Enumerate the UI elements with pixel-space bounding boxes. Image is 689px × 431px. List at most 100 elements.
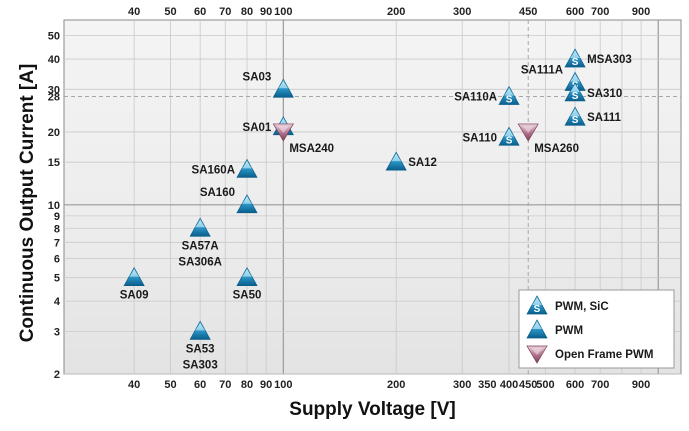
- data-point-label: SA110A: [454, 92, 497, 104]
- data-point-marker: S: [564, 48, 586, 68]
- data-labels: SA110A SA110 MSA303 SA111A SA310 SA111 SA01 SA0…: [120, 54, 632, 371]
- x-tick-label-top: 70: [219, 6, 231, 18]
- data-point-marker-highlight: [504, 129, 515, 137]
- y-tick-label: 6: [54, 254, 60, 266]
- data-point-label: SA03: [243, 71, 272, 83]
- data-point-label: MSA303: [587, 54, 632, 66]
- data-point-label: SA111: [587, 112, 621, 124]
- x-axis-title: Supply Voltage [V]: [289, 399, 455, 420]
- x-tick-label-bottom: 600: [566, 379, 584, 391]
- y-tick-label: 40: [48, 54, 60, 66]
- legend-label: Open Frame PWM: [555, 349, 653, 361]
- data-point-marker: [189, 320, 211, 340]
- data-point-label: SA160: [200, 187, 235, 199]
- data-point-label: SA111A: [521, 65, 563, 77]
- x-tick-label-bottom: 100: [274, 379, 292, 391]
- data-point-marker: S: [498, 85, 520, 106]
- x-tick-label-bottom: 500: [536, 379, 554, 391]
- data-point-label: SA50: [233, 290, 262, 302]
- legend-marker-sic-mark: S: [534, 304, 541, 315]
- data-point-marker-sic-mark: S: [572, 115, 579, 126]
- data-point-marker-highlight: [195, 323, 206, 331]
- grid-lines: [64, 20, 681, 375]
- data-point-marker: S: [498, 126, 520, 146]
- data-point-marker: S: [564, 106, 586, 126]
- data-point-marker-highlight: [570, 51, 581, 59]
- y-tick-label: 4: [54, 296, 61, 308]
- data-point-label: SA306A: [178, 256, 221, 268]
- data-point-marker-sic-mark: S: [506, 95, 513, 106]
- x-tick-label-bottom: 350: [478, 379, 496, 391]
- legend-marker-highlight: [532, 322, 542, 329]
- data-point-marker: [236, 266, 258, 287]
- x-tick-label-top: 90: [260, 6, 272, 18]
- data-point-marker-highlight: [129, 269, 140, 277]
- legend-marker-highlight: [532, 298, 542, 305]
- data-point-marker-sic-mark: S: [506, 135, 513, 146]
- data-point-marker-highlight: [391, 154, 402, 162]
- data-point-label: SA01: [243, 122, 272, 134]
- x-tick-label-top: 80: [241, 6, 253, 18]
- data-point-marker-sic-mark: S: [572, 57, 579, 68]
- x-tick-label-bottom: 60: [194, 379, 206, 391]
- legend-box: [518, 289, 675, 369]
- data-point-marker-highlight: [242, 269, 253, 277]
- data-point-marker: [123, 266, 145, 287]
- data-point-marker-highlight: [278, 81, 289, 89]
- x-tick-label-top: 60: [194, 6, 206, 18]
- x-tick-label-top: 450: [519, 6, 537, 18]
- x-tick-label-top: 100: [274, 6, 292, 18]
- y-tick-label: 15: [48, 157, 60, 169]
- data-point-label: MSA240: [289, 143, 334, 155]
- data-point-marker: [189, 217, 211, 237]
- x-tick-label-bottom: 90: [260, 379, 272, 391]
- legend-label: PWM: [555, 325, 583, 337]
- data-point-label: SA57A: [182, 240, 219, 252]
- legend-marker-highlight: [531, 348, 543, 355]
- x-tick-label-bottom: 900: [632, 379, 650, 391]
- data-point-marker-highlight: [242, 196, 253, 204]
- data-point-marker: [517, 123, 539, 142]
- data-point-marker-highlight: [570, 109, 581, 117]
- y-tick-label: 8: [54, 223, 60, 235]
- x-tick-label-top: 40: [128, 6, 140, 18]
- data-point-label: SA53: [186, 343, 215, 355]
- y-tick-label: 2: [54, 369, 60, 381]
- data-point-marker-highlight: [570, 84, 581, 92]
- x-axis-top-ticks: 40 50 60 70 80 90 100 200 300 450 600 700 900: [128, 6, 650, 18]
- x-tick-label-bottom: 80: [241, 379, 253, 391]
- data-point-label: SA303: [183, 359, 218, 371]
- x-tick-label-top: 700: [591, 6, 609, 18]
- data-point-marker: [272, 123, 294, 142]
- legend-marker: [526, 319, 548, 339]
- data-point-marker-highlight: [195, 220, 206, 228]
- data-point-marker: [272, 78, 294, 98]
- data-point-marker-highlight: [570, 74, 581, 82]
- x-tick-label-top: 300: [453, 6, 471, 18]
- data-point-marker: S: [564, 82, 586, 102]
- y-tick-label: 28: [48, 92, 60, 104]
- data-point-marker-highlight: [504, 88, 515, 96]
- x-tick-label-bottom: 700: [591, 379, 609, 391]
- data-point-marker-highlight: [522, 125, 535, 133]
- x-tick-label-bottom: 400: [500, 379, 518, 391]
- y-axis-title: Continuous Output Current [A]: [17, 64, 38, 343]
- data-point-marker-highlight: [277, 125, 290, 133]
- data-point-marker: [236, 194, 258, 214]
- y-tick-label: 3: [54, 326, 60, 338]
- x-tick-label-bottom: 450: [519, 379, 537, 391]
- x-tick-label-bottom: 50: [164, 379, 176, 391]
- data-point-marker: [236, 158, 258, 178]
- x-tick-label-bottom: 300: [453, 379, 471, 391]
- x-tick-label-bottom: 40: [128, 379, 140, 391]
- legend: S PWM, SiC PWM Open Frame PWM: [518, 289, 675, 369]
- x-tick-label-top: 900: [632, 6, 650, 18]
- data-point-label: SA310: [587, 88, 622, 100]
- data-point-label: SA110: [463, 132, 498, 144]
- legend-marker: S: [526, 295, 548, 315]
- data-point-label: SA12: [408, 157, 437, 169]
